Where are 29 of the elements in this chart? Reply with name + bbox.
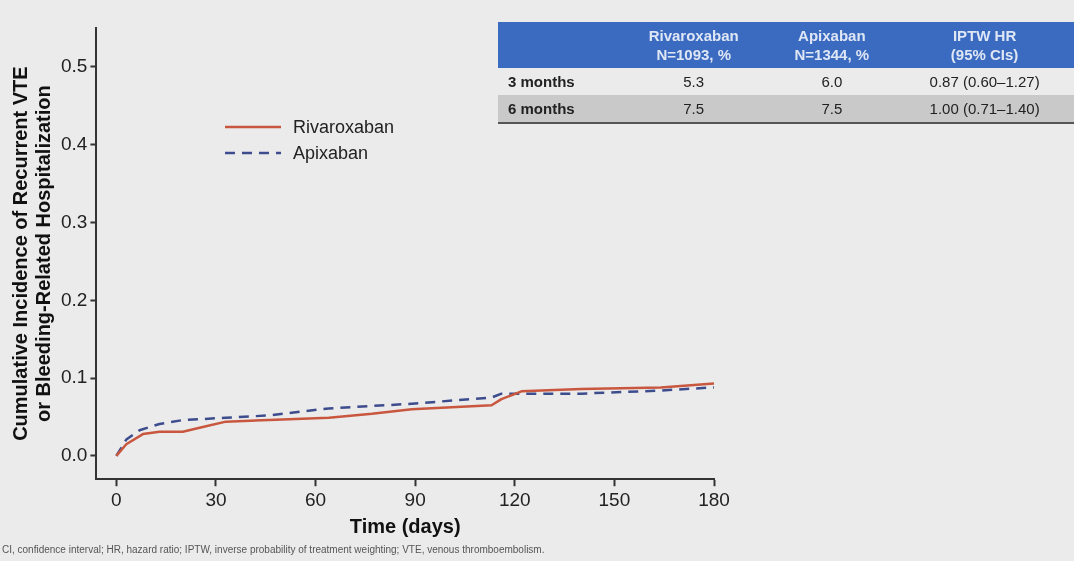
- x-tick-label: 180: [698, 488, 730, 510]
- text: 0.87 (0.60–1.27): [929, 73, 1040, 90]
- y-tick-label: 0.5: [60, 55, 88, 77]
- text: 1.00 (0.71–1.40): [929, 100, 1040, 117]
- y-axis-title: Cumulative Incidence of Recurrent VTE or Bleeding-Related Hospitalization: [9, 66, 55, 441]
- text: Apixaban N=1344, %: [794, 27, 870, 63]
- text: CI, confidence interval; HR, hazard ratio; IPTW, inverse probability of treatment weighting; VTE, venous thromboembolism.: [2, 544, 545, 555]
- y-tick-label: 0.4: [60, 132, 88, 154]
- x-tick-label: 120: [498, 488, 531, 510]
- annotation: 7.5: [619, 95, 769, 124]
- x-tick-label: 0: [111, 488, 122, 510]
- text: 7.5: [821, 100, 843, 117]
- text: IPTW HR (95% CIs): [950, 27, 1019, 63]
- legend-label: Rivaroxaban: [293, 116, 395, 138]
- x-axis-title: Time (days): [349, 514, 461, 537]
- x-tick-label: 60: [304, 488, 327, 510]
- annotation: 5.3: [682, 72, 706, 92]
- annotation: 3 months: [507, 72, 576, 92]
- x-tick-label: 150: [598, 488, 631, 510]
- y-tick-label: 0.3: [60, 210, 88, 232]
- legend-label: Apixaban: [293, 142, 369, 164]
- y-tick-label: 0.1: [60, 366, 88, 388]
- text: 6.0: [821, 73, 843, 90]
- annotation: Rivaroxaban N=1093, %: [619, 22, 769, 68]
- y-tick-label: 0.0: [60, 444, 88, 466]
- x-tick-label: 30: [205, 488, 227, 510]
- y-tick-label: 0.2: [60, 288, 88, 310]
- x-tick-label: 90: [404, 488, 426, 510]
- annotation: 6 months: [498, 95, 620, 124]
